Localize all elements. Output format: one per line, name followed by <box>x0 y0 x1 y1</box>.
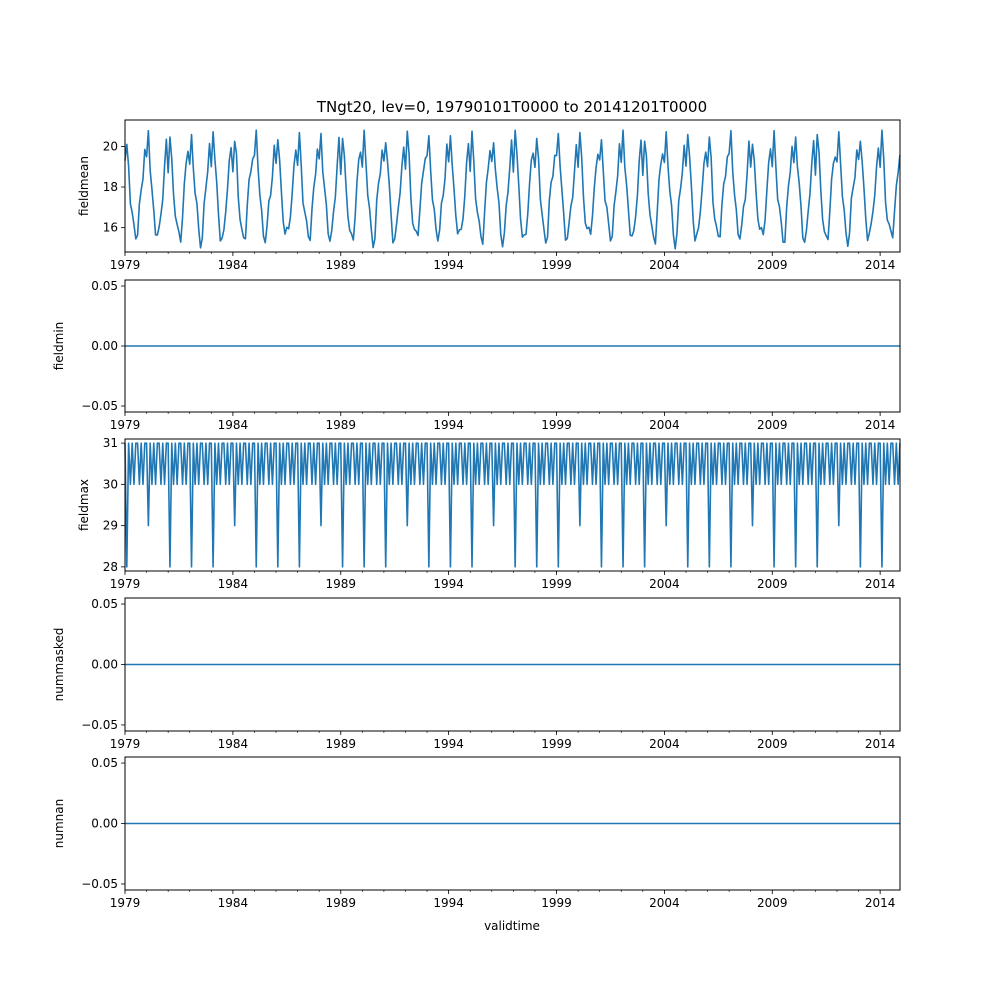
x-tick-label: 1994 <box>433 577 464 591</box>
y-tick-label: 0.00 <box>91 658 118 672</box>
y-tick-label: −0.05 <box>81 877 118 891</box>
y-tick-label: 0.05 <box>91 279 118 293</box>
y-tick-label: 31 <box>103 436 118 450</box>
y-tick-label: −0.05 <box>81 399 118 413</box>
x-tick-label: 1979 <box>110 577 141 591</box>
axes-frame <box>124 438 901 572</box>
x-tick-label: 1994 <box>433 896 464 910</box>
x-tick-label: 1999 <box>541 418 572 432</box>
y-axis-label: fieldmin <box>52 322 66 371</box>
y-axis-label: nummasked <box>52 628 66 702</box>
x-tick-label: 1999 <box>541 737 572 751</box>
panel-nummasked: −0.05 0.00 0.05 nummasked 1979 1984 1989 1994 19… <box>52 597 901 751</box>
x-tick-label: 2004 <box>649 896 680 910</box>
x-axis-label: validtime <box>484 919 540 933</box>
y-tick-label: 29 <box>103 519 118 533</box>
y-axis-label: numnan <box>52 799 66 848</box>
y-tick-label: 18 <box>103 180 118 194</box>
x-tick-label: 2014 <box>865 418 896 432</box>
x-tick-label: 2004 <box>649 418 680 432</box>
y-tick-label: 30 <box>103 477 118 491</box>
x-tick-label: 2009 <box>757 896 788 910</box>
x-tick-label: 1979 <box>110 258 141 272</box>
x-tick-label: 2014 <box>865 737 896 751</box>
chart-title: TNgt20, lev=0, 19790101T0000 to 20141201… <box>316 98 707 116</box>
x-tick-label: 2009 <box>757 577 788 591</box>
panel-fieldmean: 16 18 20 fieldmean 1979 1984 1989 1994 1999 2004 2… <box>77 119 901 272</box>
x-tick-label: 1989 <box>325 896 356 910</box>
y-tick-label: 0.00 <box>91 339 118 353</box>
x-tick-label: 1999 <box>541 258 572 272</box>
series-line-fieldmean <box>124 129 901 250</box>
x-tick-label: 1984 <box>218 896 249 910</box>
x-tick-label: 2004 <box>649 258 680 272</box>
x-tick-label: 1989 <box>325 258 356 272</box>
x-tick-label: 1989 <box>325 418 356 432</box>
x-tick-label: 1984 <box>218 737 249 751</box>
x-tick-label: 1989 <box>325 737 356 751</box>
x-tick-label: 1984 <box>218 258 249 272</box>
y-tick-label: −0.05 <box>81 718 118 732</box>
x-tick-label: 2009 <box>757 737 788 751</box>
axes-frame <box>124 119 901 253</box>
x-tick-label: 1994 <box>433 737 464 751</box>
panel-numnan: −0.05 0.00 0.05 numnan 1979 1984 1989 1994 1999 2… <box>52 756 901 910</box>
x-tick-label: 1979 <box>110 896 141 910</box>
x-tick-label: 2004 <box>649 577 680 591</box>
series-line-fieldmax <box>124 442 901 568</box>
x-tick-label: 2009 <box>757 258 788 272</box>
x-tick-label: 1999 <box>541 577 572 591</box>
x-tick-label: 1979 <box>110 737 141 751</box>
y-axis-label: fieldmean <box>77 156 91 216</box>
x-tick-label: 1984 <box>218 577 249 591</box>
x-tick-label: 2014 <box>865 896 896 910</box>
y-tick-label: 16 <box>103 221 118 235</box>
x-tick-label: 1979 <box>110 418 141 432</box>
y-tick-label: 0.05 <box>91 597 118 611</box>
y-tick-label: 20 <box>103 139 118 153</box>
x-tick-label: 1984 <box>218 418 249 432</box>
x-tick-label: 1994 <box>433 418 464 432</box>
x-tick-label: 2014 <box>865 258 896 272</box>
x-tick-label: 1989 <box>325 577 356 591</box>
x-tick-label: 1994 <box>433 258 464 272</box>
y-axis-label: fieldmax <box>77 479 91 531</box>
y-tick-label: 28 <box>103 560 118 574</box>
y-tick-label: 0.05 <box>91 756 118 770</box>
x-tick-label: 1999 <box>541 896 572 910</box>
panel-fieldmin: −0.05 0.00 0.05 fieldmin 1979 1984 1989 1994 199… <box>52 279 901 432</box>
y-tick-label: 0.00 <box>91 817 118 831</box>
panel-fieldmax: 28 29 30 31 fieldmax 1979 1984 1989 1994 1999 2004… <box>77 436 901 591</box>
x-tick-label: 2004 <box>649 737 680 751</box>
x-tick-label: 2009 <box>757 418 788 432</box>
x-tick-label: 2014 <box>865 577 896 591</box>
